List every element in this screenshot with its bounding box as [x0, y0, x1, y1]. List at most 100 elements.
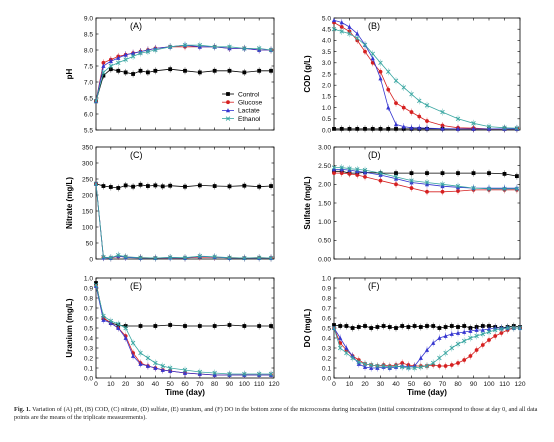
data-point-glucose: [363, 174, 367, 179]
data-point-control: [431, 324, 436, 328]
data-point-ethanol: [256, 255, 262, 260]
y-tick-label: 350: [82, 144, 93, 151]
data-point-ethanol: [514, 186, 520, 192]
data-point-lactate: [480, 327, 485, 332]
series-control: [94, 281, 273, 330]
data-point-glucose: [437, 364, 442, 368]
y-tick-label: 5.0: [322, 15, 331, 22]
data-point-ethanol: [412, 365, 417, 371]
x-tick-label: 30: [137, 381, 145, 388]
series-glucose: [94, 181, 273, 262]
y-tick-label: 0.0: [84, 375, 93, 382]
data-point-control: [355, 126, 360, 131]
data-point-control: [257, 324, 262, 328]
data-point-ethanol: [471, 121, 476, 126]
data-point-control: [480, 324, 485, 328]
y-axis-label: COD (g/L): [303, 55, 312, 93]
plot-frame: [333, 146, 521, 260]
y-tick-label: 2.00: [318, 182, 331, 189]
data-point-glucose: [409, 186, 414, 190]
data-point-ethanol: [499, 326, 504, 332]
y-tick-label: 2.5: [322, 71, 331, 78]
y-tick-label: 0.4: [84, 335, 93, 342]
data-point-glucose: [456, 189, 460, 193]
data-point-glucose: [339, 171, 344, 176]
data-point-ethanol: [167, 255, 173, 260]
data-point-control: [425, 324, 429, 328]
data-point-control: [197, 324, 202, 328]
data-point-ethanol: [138, 350, 143, 356]
data-point-lactate: [101, 317, 106, 322]
legend-marker: [225, 116, 231, 121]
x-axis-label: Time (day): [407, 388, 447, 397]
data-point-ethanol: [424, 180, 430, 185]
data-point-lactate: [130, 353, 136, 358]
data-point-lactate: [440, 126, 445, 131]
data-point-ethanol: [368, 362, 374, 368]
series-control: [94, 181, 273, 192]
series-line-lactate: [95, 183, 271, 259]
data-point-ethanol: [268, 255, 274, 261]
data-point-ethanol: [256, 371, 262, 377]
panel-label: (A): [130, 21, 142, 31]
x-tick-label: 10: [346, 381, 354, 388]
y-tick-label: 200: [82, 192, 93, 199]
data-point-ethanol: [268, 47, 274, 53]
y-tick-label: 0.3: [84, 345, 93, 352]
data-point-lactate: [123, 335, 128, 340]
data-point-control: [400, 324, 405, 328]
data-point-ethanol: [123, 57, 128, 62]
data-point-control: [269, 184, 273, 188]
data-point-glucose: [363, 49, 367, 54]
data-point-ethanol: [130, 340, 136, 346]
x-tick-label: 110: [254, 381, 265, 388]
data-point-ethanol: [417, 98, 422, 104]
y-tick-label: 1.0: [84, 275, 93, 282]
series-lactate: [331, 17, 519, 133]
data-point-lactate: [108, 58, 113, 64]
data-point-ethanol: [370, 51, 375, 57]
y-tick-label: 1.5: [322, 94, 331, 101]
data-point-ethanol: [153, 360, 158, 366]
data-point-ethanol: [424, 103, 430, 108]
data-point-glucose: [456, 361, 460, 365]
data-point-lactate: [424, 347, 430, 352]
data-point-ethanol: [339, 165, 344, 170]
data-point-ethanol: [101, 313, 106, 319]
data-point-ethanol: [182, 367, 188, 373]
data-point-ethanol: [424, 363, 430, 369]
series-line-control: [95, 282, 271, 327]
data-point-ethanol: [145, 355, 151, 361]
data-point-control: [257, 184, 262, 189]
data-point-glucose: [409, 110, 414, 114]
data-point-ethanol: [212, 44, 217, 50]
y-tick-label: 0.4: [322, 335, 331, 342]
data-point-ethanol: [486, 329, 492, 335]
series-line-glucose: [333, 22, 517, 130]
y-tick-label: 4.5: [322, 27, 331, 34]
data-point-control: [131, 72, 135, 76]
data-point-ethanol: [331, 325, 337, 331]
panel-label: (E): [130, 281, 142, 291]
data-point-lactate: [138, 361, 143, 366]
data-point-control: [138, 182, 143, 187]
data-point-ethanol: [101, 70, 106, 75]
data-point-ethanol: [123, 325, 128, 331]
data-point-ethanol: [116, 321, 121, 327]
data-point-ethanol: [355, 167, 360, 172]
data-point-ethanol: [468, 335, 473, 341]
data-point-glucose: [401, 105, 406, 110]
y-axis-label: pH: [65, 68, 74, 79]
plot-frame: [95, 146, 275, 260]
data-point-ethanol: [514, 125, 520, 131]
data-point-control: [437, 326, 442, 330]
data-point-control: [168, 183, 173, 188]
data-point-ethanol: [393, 174, 399, 180]
y-tick-label: 0.1: [322, 365, 331, 372]
data-point-ethanol: [138, 255, 143, 260]
data-point-ethanol: [153, 255, 158, 261]
data-point-ethanol: [212, 254, 217, 259]
data-point-control: [153, 324, 158, 328]
y-tick-label: 0.7: [84, 305, 93, 312]
data-point-lactate: [455, 126, 461, 131]
